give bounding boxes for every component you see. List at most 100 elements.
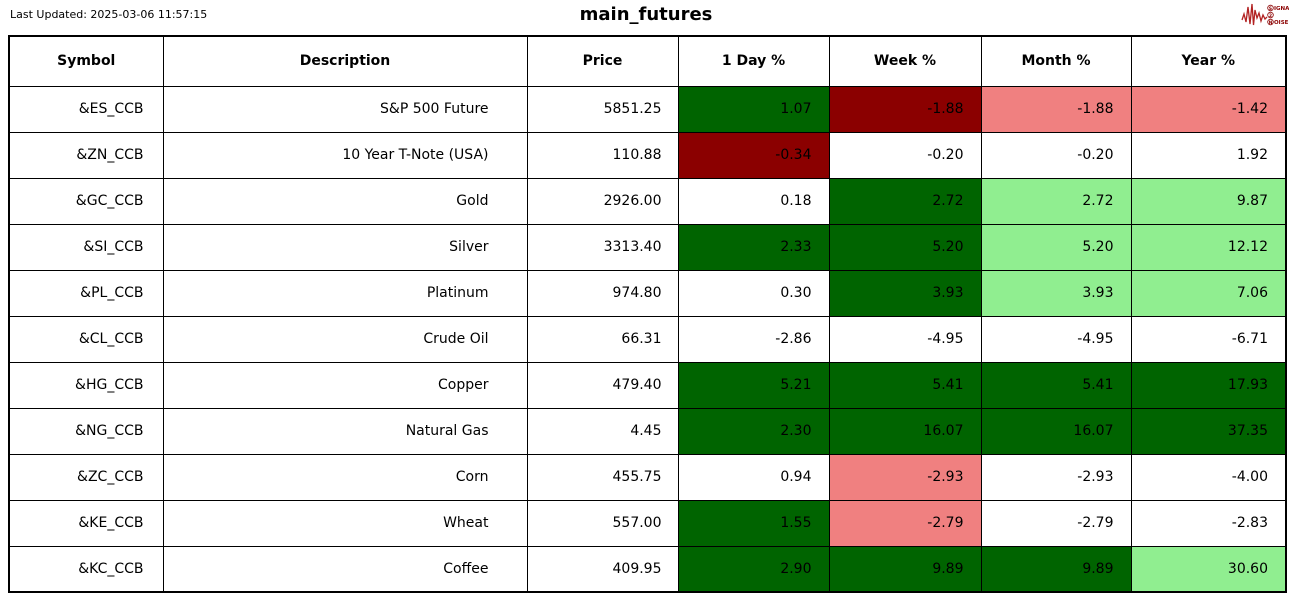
year-pct-cell: 12.12 [1130,223,1287,271]
logo-letter-n: N [1269,20,1273,26]
week-pct-cell: -0.20 [828,131,982,179]
month-pct-cell: 9.89 [980,545,1132,593]
description-cell: Silver [162,223,528,271]
table-row: &ES_CCB S&P 500 Future 5851.25 1.07 -1.88 -1.… [8,85,1287,133]
year-pct-cell: 9.87 [1130,177,1287,225]
year-pct-cell: 7.06 [1130,269,1287,317]
day-pct-cell: 0.94 [677,453,830,501]
week-pct-cell: 5.41 [828,361,982,409]
table-row: &GC_CCB Gold 2926.00 0.18 2.72 2.72 9.87 [8,177,1287,225]
symbol-cell: &GC_CCB [8,177,164,225]
symbol-cell: &HG_CCB [8,361,164,409]
logo-text-line3: OISE [1274,20,1289,26]
last-updated-label: Last Updated: 2025-03-06 11:57:15 [10,8,208,21]
price-cell: 3313.40 [526,223,679,271]
day-pct-cell: 5.21 [677,361,830,409]
table-row: &SI_CCB Silver 3313.40 2.33 5.20 5.20 12.12 [8,223,1287,271]
table-row: &KE_CCB Wheat 557.00 1.55 -2.79 -2.79 -2.83 [8,499,1287,547]
waveform-icon [1241,3,1268,26]
logo-letter-s: S [1269,6,1272,12]
signal2noise-logo-icon: S IGNAL 2 N OISE [1241,3,1289,26]
futures-table: Symbol Description Price 1 Day % Week % Month… [8,35,1287,593]
day-pct-cell: 2.90 [677,545,830,593]
price-cell: 409.95 [526,545,679,593]
month-pct-cell: 5.41 [980,361,1132,409]
price-cell: 557.00 [526,499,679,547]
year-pct-cell: -6.71 [1130,315,1287,363]
day-pct-cell: 1.07 [677,85,830,133]
week-pct-cell: 9.89 [828,545,982,593]
month-pct-cell: -0.20 [980,131,1132,179]
page-title: main_futures [579,4,713,25]
table-header-row: Symbol Description Price 1 Day % Week % Month… [8,35,1287,87]
description-cell: Wheat [162,499,528,547]
symbol-cell: &KC_CCB [8,545,164,593]
description-cell: Gold [162,177,528,225]
day-pct-cell: 0.30 [677,269,830,317]
table-row: &PL_CCB Platinum 974.80 0.30 3.93 3.93 7.06 [8,269,1287,317]
price-cell: 5851.25 [526,85,679,133]
month-pct-cell: 3.93 [980,269,1132,317]
day-pct-cell: 2.33 [677,223,830,271]
year-pct-cell: 17.93 [1130,361,1287,409]
symbol-cell: &SI_CCB [8,223,164,271]
column-header-1-day-: 1 Day % [677,35,830,87]
week-pct-cell: 16.07 [828,407,982,455]
description-cell: Corn [162,453,528,501]
logo-text-line1: IGNAL [1274,6,1289,12]
table-row: &ZN_CCB 10 Year T-Note (USA) 110.88 -0.34 -0… [8,131,1287,179]
table-row: &ZC_CCB Corn 455.75 0.94 -2.93 -2.93 -4.00 [8,453,1287,501]
year-pct-cell: -4.00 [1130,453,1287,501]
symbol-cell: &ES_CCB [8,85,164,133]
month-pct-cell: -4.95 [980,315,1132,363]
description-cell: Coffee [162,545,528,593]
description-cell: Platinum [162,269,528,317]
day-pct-cell: -2.86 [677,315,830,363]
symbol-cell: &KE_CCB [8,499,164,547]
week-pct-cell: -2.79 [828,499,982,547]
description-cell: Copper [162,361,528,409]
week-pct-cell: -2.93 [828,453,982,501]
symbol-cell: &CL_CCB [8,315,164,363]
column-header-price: Price [526,35,679,87]
table-row: &NG_CCB Natural Gas 4.45 2.30 16.07 16.07 37.3… [8,407,1287,455]
price-cell: 66.31 [526,315,679,363]
price-cell: 2926.00 [526,177,679,225]
price-cell: 4.45 [526,407,679,455]
column-header-week-: Week % [828,35,982,87]
week-pct-cell: 3.93 [828,269,982,317]
month-pct-cell: 5.20 [980,223,1132,271]
year-pct-cell: 37.35 [1130,407,1287,455]
table-header: Symbol Description Price 1 Day % Week % Month… [8,35,1287,87]
day-pct-cell: 2.30 [677,407,830,455]
week-pct-cell: -4.95 [828,315,982,363]
table-row: &HG_CCB Copper 479.40 5.21 5.41 5.41 17.93 [8,361,1287,409]
day-pct-cell: 1.55 [677,499,830,547]
price-cell: 479.40 [526,361,679,409]
column-header-year-: Year % [1130,35,1287,87]
year-pct-cell: -2.83 [1130,499,1287,547]
table-body: &ES_CCB S&P 500 Future 5851.25 1.07 -1.88 -1.… [8,85,1287,593]
column-header-symbol: Symbol [8,35,164,87]
price-cell: 455.75 [526,453,679,501]
table-row: &KC_CCB Coffee 409.95 2.90 9.89 9.89 30.60 [8,545,1287,593]
day-pct-cell: -0.34 [677,131,830,179]
month-pct-cell: -1.88 [980,85,1132,133]
month-pct-cell: 2.72 [980,177,1132,225]
week-pct-cell: 5.20 [828,223,982,271]
description-cell: Crude Oil [162,315,528,363]
logo-text-line2: 2 [1269,13,1272,19]
year-pct-cell: 1.92 [1130,131,1287,179]
day-pct-cell: 0.18 [677,177,830,225]
month-pct-cell: -2.79 [980,499,1132,547]
week-pct-cell: 2.72 [828,177,982,225]
year-pct-cell: 30.60 [1130,545,1287,593]
symbol-cell: &ZC_CCB [8,453,164,501]
symbol-cell: &ZN_CCB [8,131,164,179]
description-cell: S&P 500 Future [162,85,528,133]
year-pct-cell: -1.42 [1130,85,1287,133]
month-pct-cell: 16.07 [980,407,1132,455]
price-cell: 110.88 [526,131,679,179]
week-pct-cell: -1.88 [828,85,982,133]
